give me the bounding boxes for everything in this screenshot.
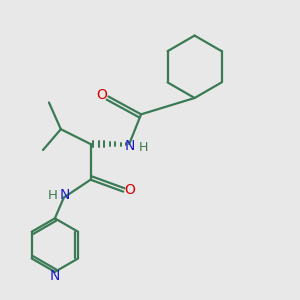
Text: N: N: [60, 188, 70, 202]
Text: N: N: [50, 269, 60, 283]
Text: O: O: [96, 88, 107, 102]
Text: O: O: [124, 183, 136, 197]
Text: N: N: [125, 139, 135, 152]
Text: H: H: [139, 141, 148, 154]
Text: H: H: [48, 189, 57, 202]
